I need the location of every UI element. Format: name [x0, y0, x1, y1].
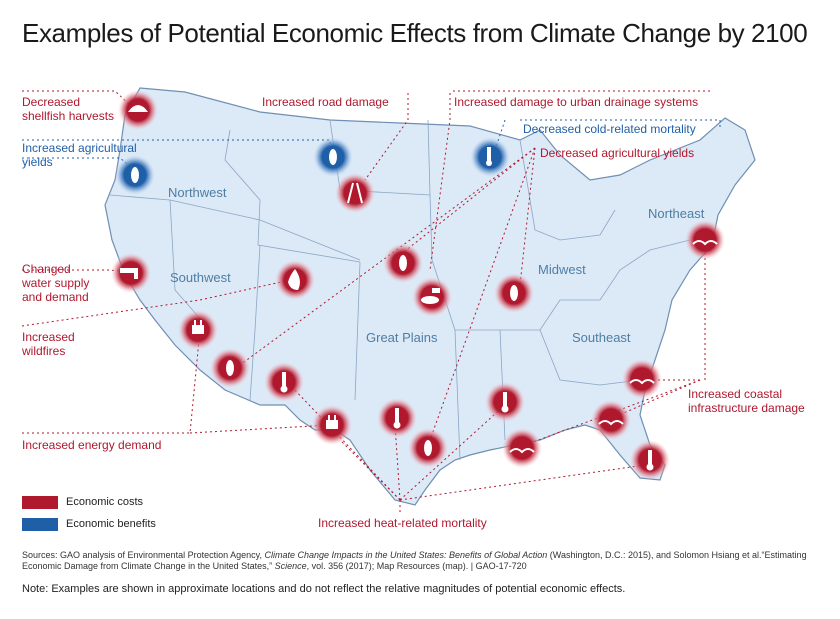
region-southeast: Southeast [572, 330, 631, 345]
label-coastal-infrastructure: Increased coastal infrastructure damage [688, 387, 805, 415]
region-northeast: Northeast [648, 206, 705, 221]
corn-icon [313, 137, 353, 177]
shellfish-icon [118, 90, 158, 130]
label-ag-yields-decrease: Decreased agricultural yields [540, 146, 695, 160]
label-urban-drainage: Increased damage to urban drainage syste… [454, 95, 699, 109]
page-title: Examples of Potential Economic Effects f… [22, 18, 808, 48]
region-southwest: Southwest [170, 270, 231, 285]
label-ag-yields-increase: Increased agricultural yields [22, 141, 137, 169]
map-icons [111, 90, 725, 480]
legend-cost-label: Economic costs [66, 496, 144, 508]
plug-icon [312, 405, 352, 445]
corn-icon [383, 243, 423, 283]
sources-suffix: , vol. 356 (2017); Map Resources (map). … [306, 561, 527, 571]
coast-icon [622, 359, 662, 399]
region-northwest: Northwest [168, 185, 227, 200]
thermometer-icon [630, 440, 670, 480]
corn-icon [210, 348, 250, 388]
road-icon [335, 173, 375, 213]
drainage-icon [412, 277, 452, 317]
corn-icon [408, 428, 448, 468]
label-wildfires: Increased wildfires [22, 330, 75, 358]
coast-icon [591, 400, 631, 440]
label-heat-mortality: Increased heat-related mortality [318, 516, 487, 530]
plug-icon [178, 310, 218, 350]
fire-icon [275, 260, 315, 300]
thermometer-icon [264, 362, 304, 402]
thermometer-icon [485, 382, 525, 422]
thermometer-icon [377, 398, 417, 438]
sources-prefix: Sources: GAO analysis of Environmental P… [22, 550, 265, 560]
region-midwest: Midwest [538, 262, 586, 277]
sources-title1: Climate Change Impacts in the United Sta… [264, 550, 548, 560]
label-road-damage: Increased road damage [262, 95, 389, 109]
sources-mid: (Washington, D.C.: 2015), and Solomon Hs… [22, 550, 807, 571]
legend-benefit-swatch [22, 518, 58, 531]
sources-text: Sources: GAO analysis of Environmental P… [22, 550, 812, 572]
note-text: Note: Examples are shown in approximate … [22, 583, 626, 595]
label-energy-demand: Increased energy demand [22, 438, 162, 452]
snowflake-thermometer-icon [470, 137, 510, 177]
leader-lines-cost [21, 90, 710, 515]
coast-icon [685, 220, 725, 260]
sources-title2: Science [274, 561, 307, 571]
legend-benefit-label: Economic benefits [66, 518, 156, 530]
label-water-supply: Changed water supply and demand [22, 262, 90, 304]
label-shellfish: Decreased shellfish harvests [22, 95, 115, 123]
legend-cost-swatch [22, 496, 58, 509]
coast-icon [502, 428, 542, 468]
corn-icon [494, 273, 534, 313]
region-great-plains: Great Plains [366, 330, 438, 345]
label-cold-mortality: Decreased cold-related mortality [523, 122, 696, 136]
corn-icon [115, 155, 155, 195]
faucet-icon [111, 253, 151, 293]
